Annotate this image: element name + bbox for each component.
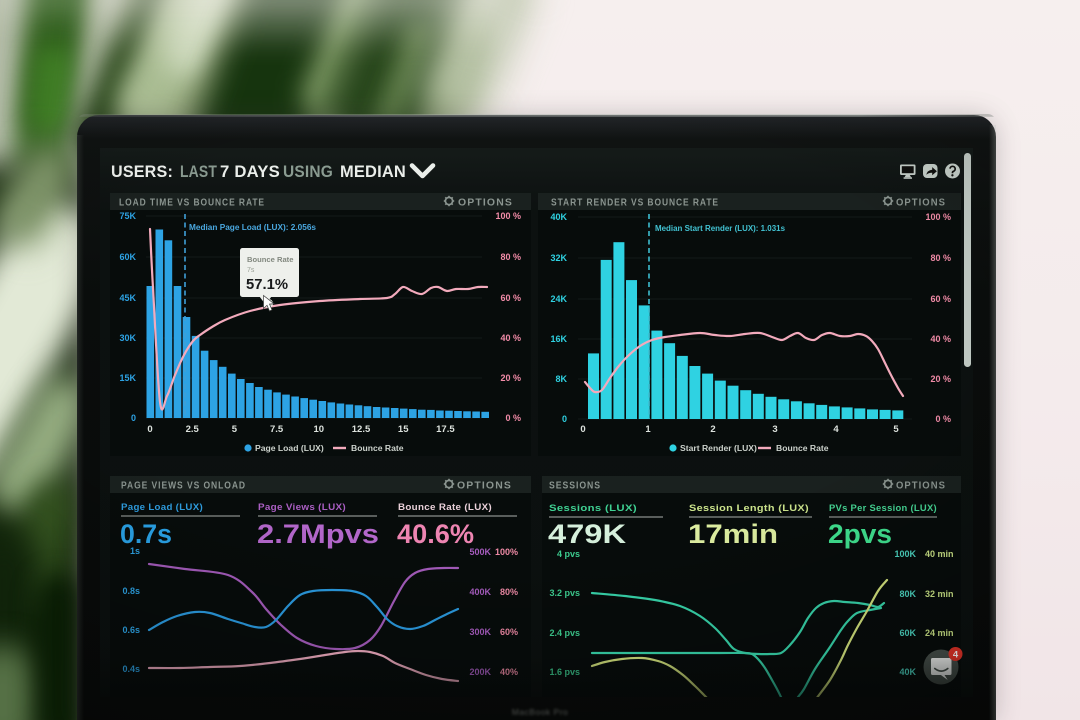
svg-text:80K: 80K: [899, 589, 916, 599]
svg-text:24K: 24K: [550, 294, 567, 304]
svg-text:0 %: 0 %: [935, 414, 951, 424]
svg-text:24 min: 24 min: [925, 628, 954, 638]
svg-text:40K: 40K: [550, 212, 567, 222]
svg-text:2: 2: [710, 424, 715, 435]
svg-text:5: 5: [232, 424, 238, 435]
svg-text:100 %: 100 %: [925, 212, 951, 222]
svg-text:7s: 7s: [247, 267, 255, 274]
svg-text:40 min: 40 min: [925, 549, 954, 559]
svg-text:20 %: 20 %: [930, 374, 951, 384]
svg-text:100 %: 100 %: [495, 211, 521, 221]
svg-text:400K: 400K: [469, 587, 491, 597]
svg-text:Sessions (LUX): Sessions (LUX): [549, 503, 637, 514]
svg-text:40 %: 40 %: [930, 334, 951, 344]
svg-text:Page Load (LUX): Page Load (LUX): [121, 502, 203, 513]
svg-text:2.5: 2.5: [186, 424, 200, 435]
svg-text:2.4 pvs: 2.4 pvs: [549, 628, 580, 638]
svg-text:100K: 100K: [894, 549, 916, 559]
svg-text:75K: 75K: [119, 211, 136, 221]
svg-text:0.7s: 0.7s: [120, 519, 172, 549]
svg-text:2.7Mpvs: 2.7Mpvs: [257, 519, 379, 549]
svg-text:Page Views (LUX): Page Views (LUX): [258, 502, 346, 513]
svg-text:17.5: 17.5: [436, 424, 455, 435]
svg-text:OPTIONS: OPTIONS: [896, 481, 946, 492]
svg-text:Page Load (LUX): Page Load (LUX): [255, 443, 324, 453]
svg-text:60K: 60K: [119, 252, 136, 262]
svg-text:1: 1: [645, 424, 651, 435]
svg-text:500K: 500K: [469, 547, 491, 557]
svg-text:4 pvs: 4 pvs: [557, 549, 580, 559]
svg-text:0: 0: [147, 424, 152, 435]
svg-text:OPTIONS: OPTIONS: [896, 198, 946, 209]
svg-text:20 %: 20 %: [500, 373, 521, 383]
svg-text:PAGE VIEWS VS ONLOAD: PAGE VIEWS VS ONLOAD: [121, 481, 246, 492]
svg-text:0: 0: [580, 424, 585, 435]
svg-text:60 %: 60 %: [500, 293, 521, 303]
svg-text:Median Page Load (LUX): 2.056s: Median Page Load (LUX): 2.056s: [189, 222, 316, 232]
svg-text:80 %: 80 %: [930, 253, 951, 263]
svg-text:60 %: 60 %: [930, 294, 951, 304]
svg-text:Bounce Rate: Bounce Rate: [351, 443, 404, 453]
svg-text:LOAD TIME VS BOUNCE RATE: LOAD TIME VS BOUNCE RATE: [119, 198, 265, 209]
svg-text:100%: 100%: [495, 547, 518, 557]
svg-text:5: 5: [893, 424, 899, 435]
svg-text:80%: 80%: [500, 587, 518, 597]
svg-text:80 %: 80 %: [500, 252, 521, 262]
svg-text:12.5: 12.5: [352, 424, 371, 435]
svg-text:7 DAYS: 7 DAYS: [220, 162, 280, 181]
svg-text:PVs Per Session (LUX): PVs Per Session (LUX): [829, 503, 937, 514]
svg-text:40 %: 40 %: [500, 333, 521, 343]
svg-text:USERS:: USERS:: [111, 162, 173, 181]
svg-text:7.5: 7.5: [270, 424, 284, 435]
svg-text:0 %: 0 %: [505, 413, 521, 423]
svg-text:8K: 8K: [555, 374, 567, 384]
svg-text:30K: 30K: [119, 333, 136, 343]
svg-text:SESSIONS: SESSIONS: [549, 481, 601, 492]
svg-text:LAST: LAST: [180, 162, 217, 181]
svg-text:0: 0: [562, 414, 567, 424]
svg-text:USING: USING: [283, 162, 333, 181]
svg-text:40.6%: 40.6%: [397, 519, 474, 549]
svg-text:MEDIAN: MEDIAN: [340, 162, 406, 181]
svg-text:32K: 32K: [550, 253, 567, 263]
svg-text:0.8s: 0.8s: [122, 586, 140, 596]
svg-text:Bounce Rate (LUX): Bounce Rate (LUX): [398, 502, 492, 513]
svg-text:57.1%: 57.1%: [246, 276, 288, 293]
svg-text:10: 10: [314, 424, 325, 435]
svg-text:45K: 45K: [119, 293, 136, 303]
svg-text:15K: 15K: [119, 373, 136, 383]
svg-text:0.6s: 0.6s: [122, 625, 140, 635]
svg-text:17min: 17min: [688, 519, 778, 549]
svg-text:3: 3: [772, 424, 777, 435]
svg-text:OPTIONS: OPTIONS: [457, 481, 512, 492]
svg-text:Median Start Render (LUX): 1.0: Median Start Render (LUX): 1.031s: [655, 223, 785, 233]
svg-text:START RENDER VS BOUNCE RATE: START RENDER VS BOUNCE RATE: [551, 198, 719, 209]
svg-text:OPTIONS: OPTIONS: [458, 198, 513, 209]
svg-text:3.2 pvs: 3.2 pvs: [549, 588, 580, 598]
svg-text:Start Render (LUX): Start Render (LUX): [680, 443, 757, 453]
svg-text:Bounce Rate: Bounce Rate: [776, 443, 829, 453]
svg-text:1s: 1s: [130, 546, 140, 556]
svg-text:4: 4: [833, 424, 839, 435]
svg-text:0: 0: [131, 413, 136, 423]
svg-text:300K: 300K: [469, 627, 491, 637]
svg-text:16K: 16K: [550, 334, 567, 344]
svg-text:15: 15: [398, 424, 409, 435]
svg-text:Session Length (LUX): Session Length (LUX): [689, 503, 809, 514]
svg-text:479K: 479K: [548, 519, 627, 549]
svg-text:60K: 60K: [899, 628, 916, 638]
svg-text:32 min: 32 min: [925, 589, 954, 599]
svg-text:Bounce Rate: Bounce Rate: [247, 255, 293, 264]
svg-text:60%: 60%: [500, 627, 518, 637]
svg-text:2pvs: 2pvs: [828, 519, 892, 549]
